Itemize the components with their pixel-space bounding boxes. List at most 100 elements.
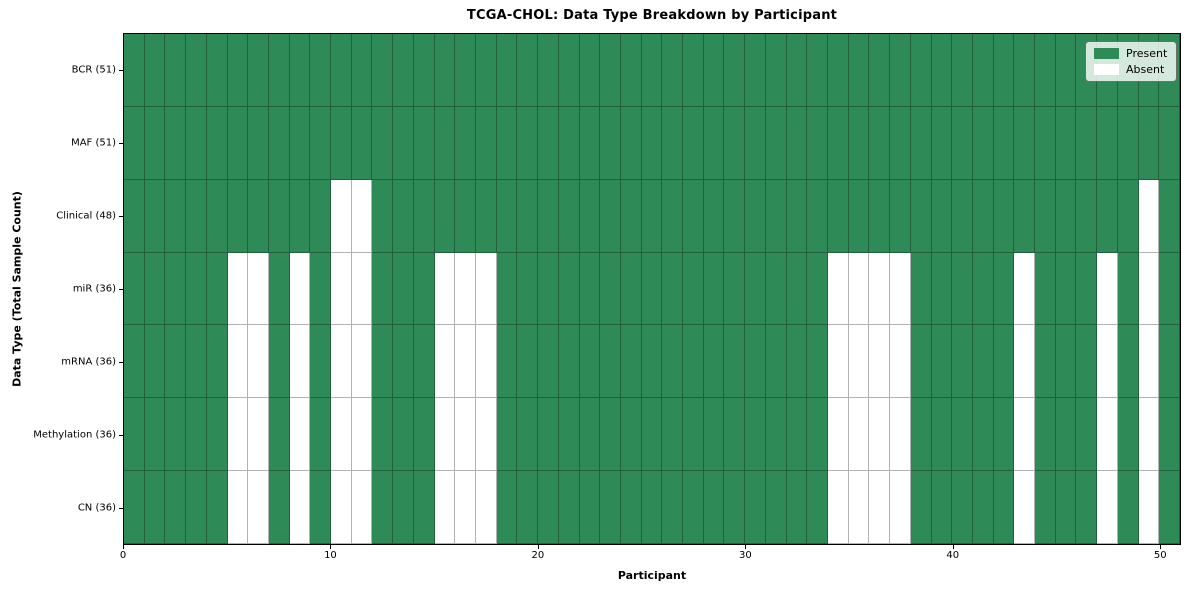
heatmap-cell [144,398,166,472]
heatmap-cell [972,471,994,544]
heatmap-cell [869,106,891,180]
heatmap-cell [413,325,435,399]
heatmap-cell [434,179,456,253]
heatmap-cell [331,179,352,253]
heatmap-cell [641,179,663,253]
heatmap-cell [952,398,973,472]
heatmap-cell [248,106,269,180]
heatmap-cell [1159,398,1180,472]
heatmap-cell [683,179,704,253]
heatmap-cell [972,325,994,399]
heatmap-cell [351,398,373,472]
legend-entry-absent: Absent [1094,64,1168,75]
heatmap-cell [765,106,787,180]
heatmap-cell [724,179,746,253]
heatmap-cell [538,325,559,399]
heatmap-cell [227,34,249,107]
heatmap-cell [393,398,414,472]
heatmap-cell [165,106,187,180]
heatmap-cell [144,471,166,544]
heatmap-cell [476,325,497,399]
heatmap-cell [910,252,932,326]
heatmap-cell [393,179,414,253]
heatmap-cell [124,34,145,107]
heatmap-cell [1138,179,1160,253]
heatmap-cell [828,471,849,544]
heatmap-cell [476,106,497,180]
heatmap-cell [600,252,621,326]
heatmap-cell [724,325,746,399]
heatmap-cell [869,34,891,107]
heatmap-cell [683,471,704,544]
heatmap-cell [931,325,953,399]
y-tick-mark [119,142,123,144]
heatmap-cell [1055,252,1077,326]
heatmap-cell [828,398,849,472]
heatmap-cell [372,471,394,544]
heatmap-cell [724,106,746,180]
heatmap-cell [331,471,352,544]
heatmap-cell [890,34,911,107]
heatmap-cell [786,398,808,472]
y-tick-mark [119,69,123,71]
heatmap-cell [765,34,787,107]
absent-swatch-icon [1094,64,1119,75]
heatmap-cell [869,179,891,253]
heatmap-cell [455,106,476,180]
heatmap-cell [517,34,539,107]
heatmap-cell [745,106,766,180]
heatmap-cell [206,325,228,399]
heatmap-cell [186,34,207,107]
heatmap-cell [1138,252,1160,326]
heatmap-cell [1076,471,1098,544]
heatmap-cell [828,252,849,326]
heatmap-cell [683,106,704,180]
heatmap-cell [310,398,332,472]
heatmap-cell [703,471,725,544]
heatmap-cell [848,34,870,107]
y-tick-label: MAF (51) [71,137,116,149]
heatmap-cell [455,252,476,326]
heatmap-cell [1138,398,1160,472]
heatmap-cell [972,34,994,107]
heatmap-cell [289,179,311,253]
heatmap-cell [745,471,766,544]
heatmap-cell [890,398,911,472]
heatmap-cell [1076,252,1098,326]
y-tick-mark [119,215,123,217]
y-tick-label: Clinical (48) [56,210,116,222]
heatmap-cell [641,34,663,107]
x-tick-mark [330,545,332,549]
heatmap-cell [890,325,911,399]
heatmap-cell [165,34,187,107]
heatmap-cell [786,106,808,180]
heatmap-cell [289,325,311,399]
heatmap-cell [972,179,994,253]
heatmap-cell [765,471,787,544]
heatmap-cell [703,179,725,253]
heatmap-cell [910,34,932,107]
heatmap-cell [124,106,145,180]
heatmap-cell [268,106,290,180]
heatmap-cell [124,471,145,544]
x-tick-label: 40 [946,550,960,561]
heatmap-cell [828,106,849,180]
present-swatch-icon [1094,48,1119,59]
heatmap-cell [641,398,663,472]
heatmap-cell [351,471,373,544]
heatmap-cell [351,325,373,399]
heatmap-cell [496,106,518,180]
heatmap-cell [1014,471,1036,544]
heatmap-cell [517,106,539,180]
heatmap-cell [413,34,435,107]
heatmap-cell [828,34,849,107]
heatmap-cell [268,252,290,326]
y-tick-label: Methylation (36) [33,429,116,441]
heatmap-cell [869,398,891,472]
heatmap-cell [289,471,311,544]
heatmap-cell [476,471,497,544]
x-tick-label: 30 [738,550,752,561]
heatmap-cell [683,325,704,399]
heatmap-cell [952,325,973,399]
heatmap-cell [890,179,911,253]
